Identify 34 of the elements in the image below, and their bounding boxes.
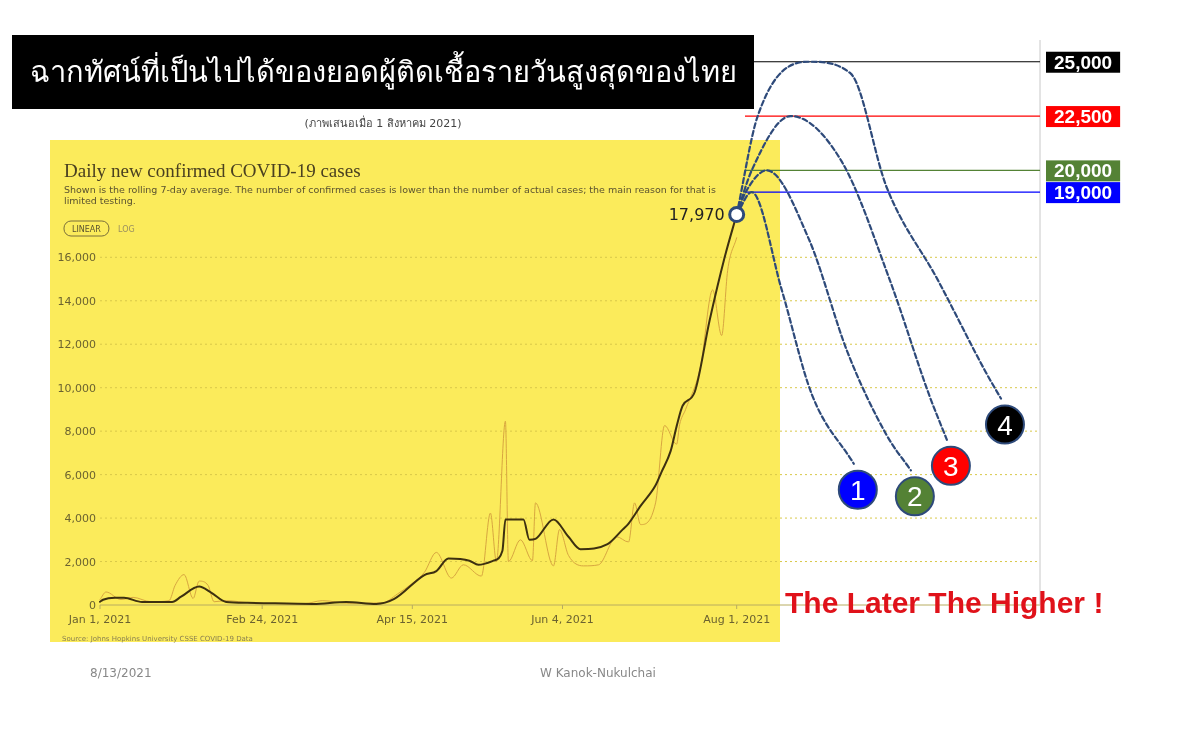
y-tick-label: 0 [89,599,96,612]
y-tick-label: 16,000 [57,251,96,265]
y-tick-label: 4,000 [64,512,96,526]
title: ฉากทัศน์ที่เป็นไปได้ของยอดผู้ติดเชื้อรายวันสูงสุดของไทย [12,35,754,109]
y-tick-label: 2,000 [64,555,96,569]
annotation: Shown is the rolling 7-day average. The number of confirmed cases is lower than the number of actual cases; the main reason for that is limited testing. [64,184,716,207]
note-point: 17,970 [668,205,746,225]
x-tick-label: Aug 1, 2021 [703,613,771,626]
annotation: LINEAR [72,225,102,234]
y-tick-label: 6,000 [64,468,96,482]
x-tick-label: Jan 1, 2021 [67,613,132,626]
annotation: 17,970 [668,205,725,225]
annotation: Daily new confirmed COVID-19 cases [64,160,361,181]
y-tick-label: 8,000 [64,425,96,439]
y-tick-label: 10,000 [57,381,96,395]
text: 8/13/2021 [90,666,152,680]
y-tick-label: 14,000 [57,294,96,308]
series-label: 1 [850,474,866,506]
annotation: LOG [118,225,135,234]
annotation: The Later The Higher ! [785,586,1104,619]
x-tick-label: Apr 15, 2021 [376,613,449,626]
x-tick-label: Feb 24, 2021 [226,613,299,626]
x-tick-label: Jun 4, 2021 [530,613,594,626]
text: W Kanok-Nukulchai [540,666,656,680]
legend-label: 2 [907,481,923,513]
ref-line-label: 19,000 [1054,182,1113,204]
ref-line-label: 20,000 [1054,160,1113,182]
button-linear: LINEAR [63,220,110,237]
series-label: 4 [997,409,1013,441]
y-tick-label: 12,000 [57,338,96,352]
ref-line-label: 25,000 [1054,51,1113,73]
text: (ภาพเสนอเมื่อ 1 สิงหาคม 2021) [304,115,462,130]
ref-line-label: 22,500 [1054,106,1113,128]
series-label: 3 [943,450,959,482]
